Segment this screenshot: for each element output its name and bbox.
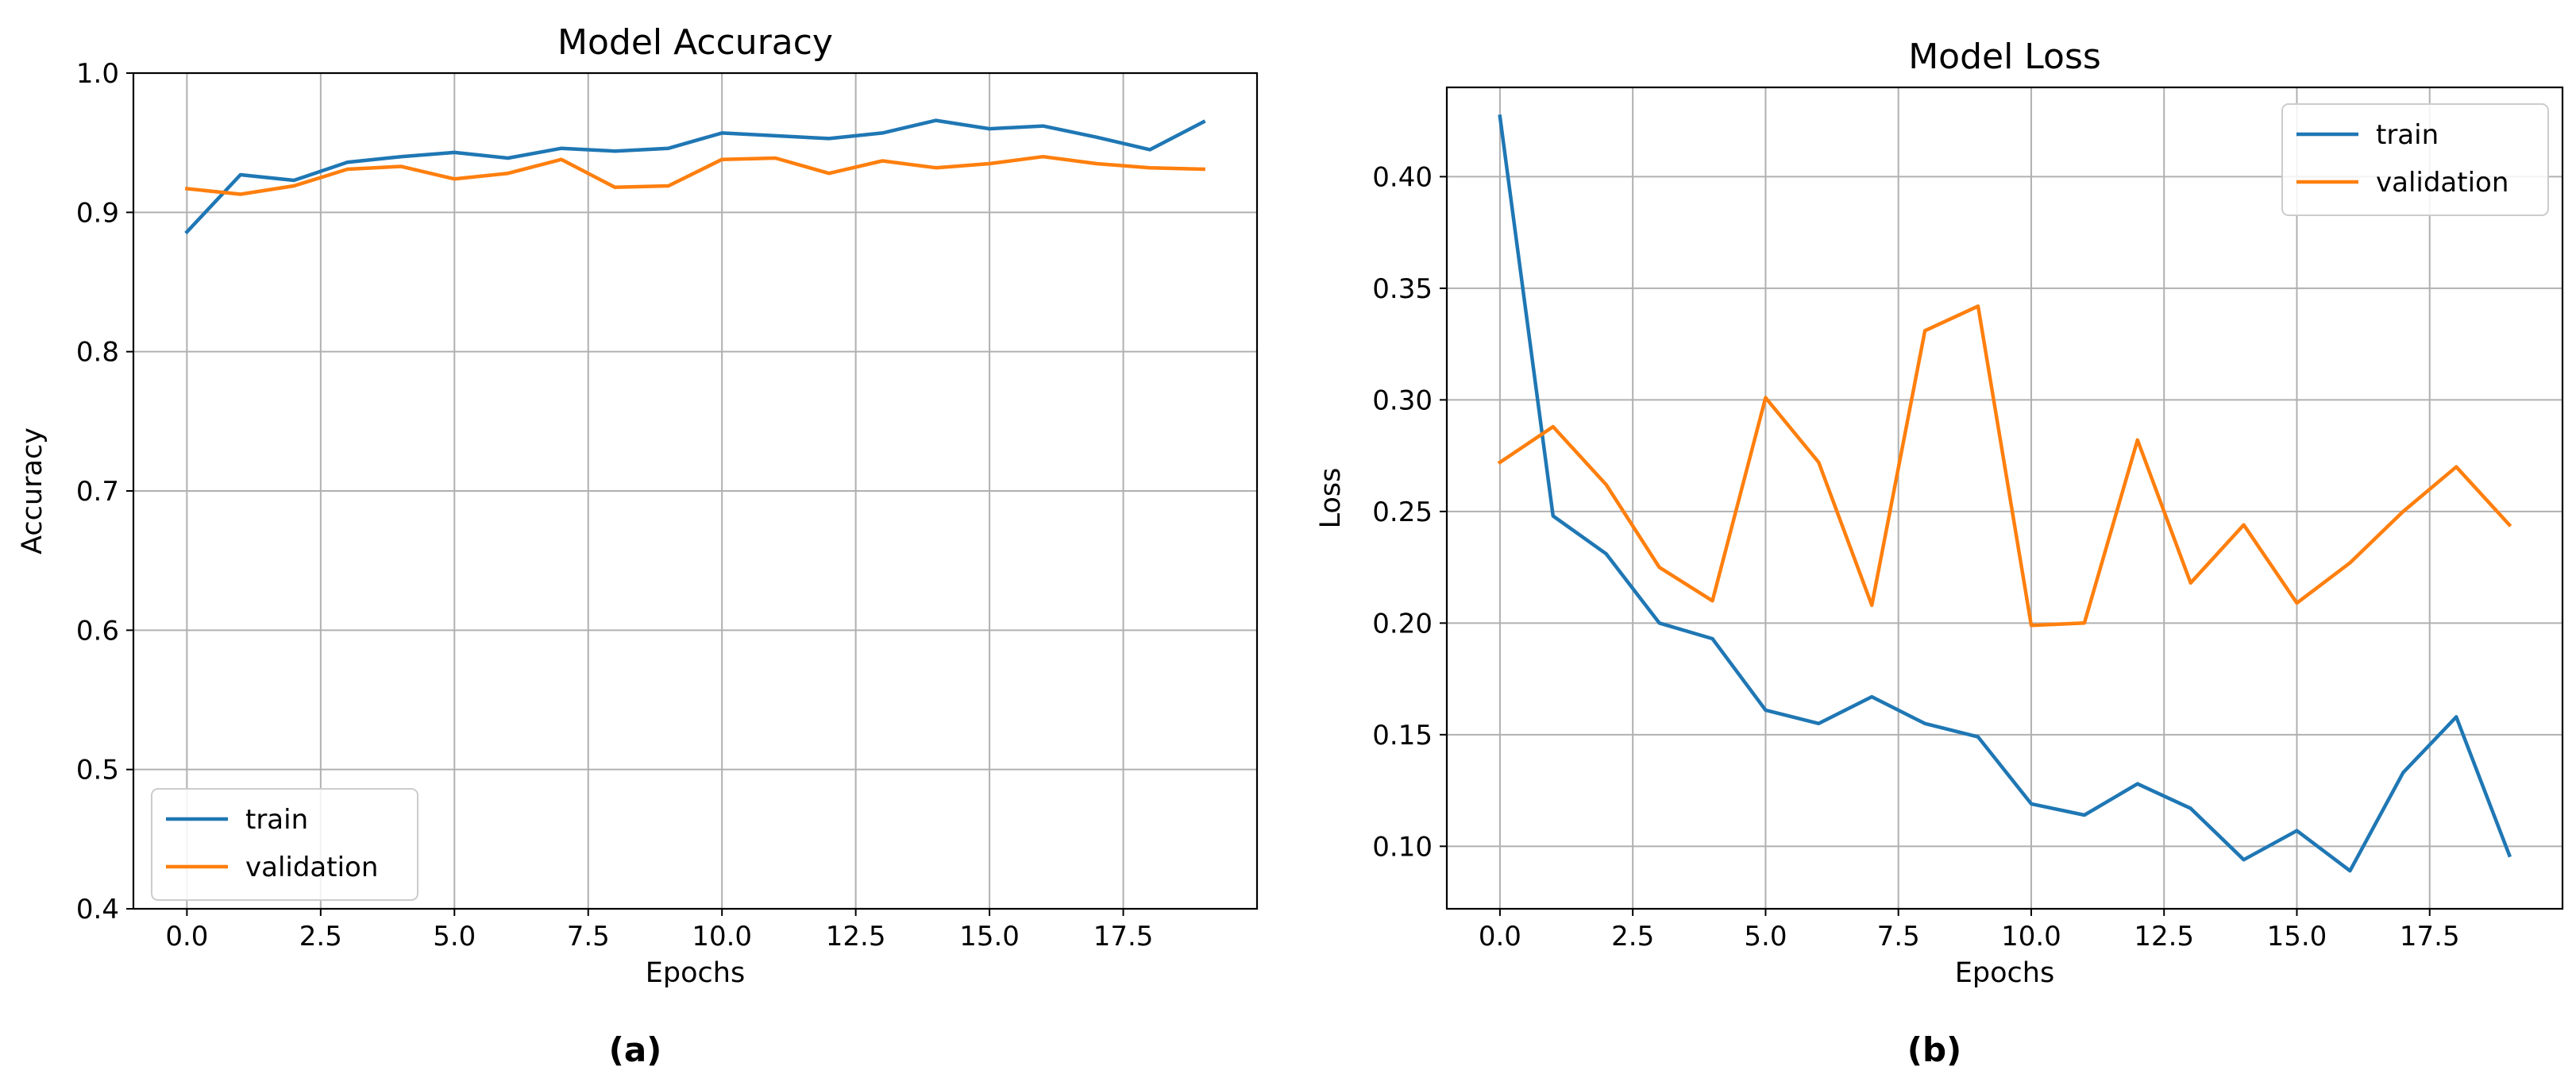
- x-tick-label: 5.0: [433, 921, 476, 952]
- x-axis-label: Epochs: [646, 957, 745, 989]
- legend: train validation: [151, 788, 418, 901]
- chart-title: Model Accuracy: [557, 22, 833, 63]
- y-axis-label: Accuracy: [17, 427, 48, 554]
- y-tick-label: 0.5: [76, 755, 119, 786]
- legend-box: [151, 788, 418, 901]
- y-tick-label: 0.40: [1372, 161, 1433, 193]
- accuracy-chart-panel: 0.0 2.5 5.0 7.5 10.0 12.5 15.0 17.5 0.4 0.5 0.6 0.7…: [17, 22, 1259, 989]
- y-tick-label: 0.9: [76, 197, 119, 229]
- plot-frame: [1445, 86, 2564, 910]
- x-tick-label: 0.0: [1479, 921, 1521, 952]
- panel-label-a: (a): [609, 1030, 662, 1069]
- y-tick-label: 0.20: [1372, 608, 1433, 639]
- x-tick-label: 10.0: [692, 921, 752, 952]
- panel-label-b: (b): [1907, 1030, 1961, 1069]
- y-tick-label: 0.15: [1372, 720, 1433, 752]
- plot-frame: [132, 71, 1259, 910]
- y-axis-label: Loss: [1315, 468, 1347, 529]
- y-tick-label: 0.7: [76, 476, 119, 508]
- legend: train validation: [2281, 103, 2549, 216]
- x-tick-label: 17.5: [1093, 921, 1154, 952]
- y-tick-label: 0.4: [76, 894, 119, 925]
- x-tick-label: 12.5: [826, 921, 886, 952]
- legend-box: [2281, 103, 2549, 216]
- loss-chart-panel: 0.0 2.5 5.0 7.5 10.0 12.5 15.0 17.5 0.10 0.15 0.20…: [1315, 37, 2564, 989]
- x-tick-label: 7.5: [567, 921, 610, 952]
- x-tick-label: 7.5: [1877, 921, 1920, 952]
- y-tick-label: 0.6: [76, 615, 119, 647]
- x-tick-label: 2.5: [299, 921, 342, 952]
- x-tick-label: 0.0: [165, 921, 208, 952]
- x-tick-label: 10.0: [2001, 921, 2061, 952]
- series-line-validation: [184, 154, 1205, 196]
- series-line-validation: [1497, 304, 2512, 628]
- y-tick-label: 0.30: [1372, 384, 1433, 416]
- y-tick-label: 1.0: [76, 58, 119, 90]
- x-tick-label: 12.5: [2134, 921, 2194, 952]
- y-tick-label: 0.25: [1372, 496, 1433, 528]
- legend-label-validation: validation: [245, 852, 378, 883]
- legend-label-validation: validation: [2376, 167, 2509, 199]
- x-tick-label: 15.0: [959, 921, 1020, 952]
- x-axis-label: Epochs: [1955, 957, 2054, 989]
- series-line-train: [1498, 114, 2512, 873]
- legend-label-train: train: [2376, 119, 2439, 151]
- legend-label-train: train: [245, 804, 308, 836]
- x-tick-label: 15.0: [2267, 921, 2327, 952]
- y-tick-label: 0.8: [76, 337, 119, 369]
- x-tick-label: 2.5: [1611, 921, 1654, 952]
- series-line-train: [184, 118, 1206, 235]
- chart-title: Model Loss: [1908, 37, 2101, 77]
- x-tick-label: 5.0: [1744, 921, 1787, 952]
- y-tick-label: 0.10: [1372, 831, 1433, 863]
- x-tick-label: 17.5: [2400, 921, 2460, 952]
- y-tick-label: 0.35: [1372, 273, 1433, 305]
